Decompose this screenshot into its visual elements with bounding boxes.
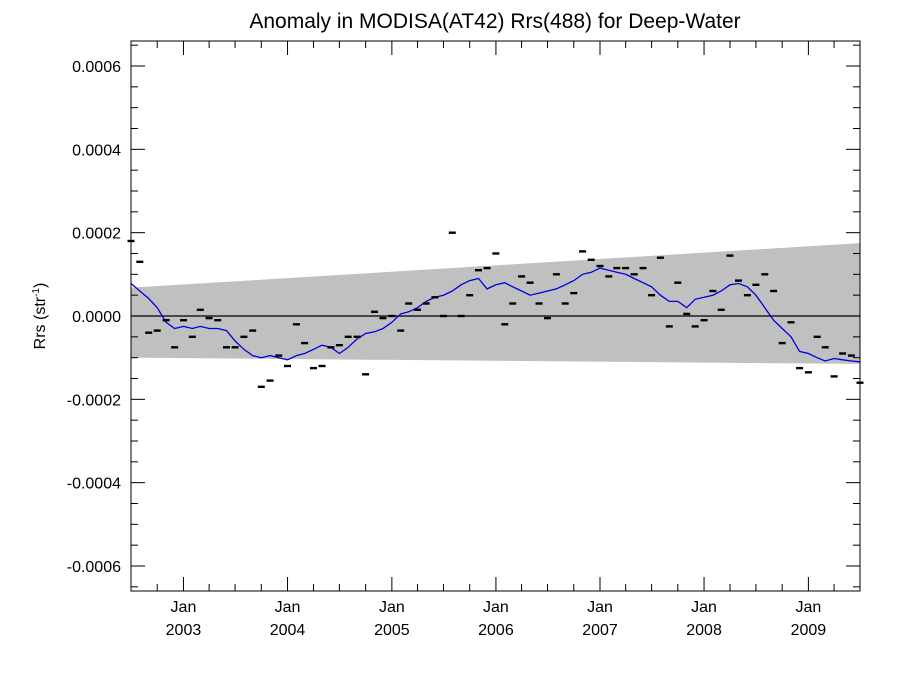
x-tick-label-month: Jan bbox=[275, 599, 301, 616]
running-mean-line bbox=[130, 267, 861, 363]
confidence-band-layer bbox=[131, 243, 860, 364]
x-tick-label-month: Jan bbox=[587, 599, 613, 616]
x-tick-label-month: Jan bbox=[379, 599, 405, 616]
y-axis-label-main: Rrs (str bbox=[32, 296, 49, 349]
x-tick-label-month: Jan bbox=[795, 599, 821, 616]
y-tick-label: -0.0006 bbox=[67, 559, 121, 576]
x-tick-label-year: 2007 bbox=[582, 622, 618, 639]
confidence-band bbox=[131, 243, 860, 364]
x-tick-label-year: 2008 bbox=[686, 622, 722, 639]
y-tick-label: 0.0004 bbox=[72, 142, 121, 159]
x-tick-label-year: 2004 bbox=[270, 622, 306, 639]
y-axis-label: Rrs (str-1) bbox=[31, 283, 49, 350]
x-tick-labels: Jan 2003 Jan 2004 Jan 2005 Jan 2006 Jan 2007 Jan 20… bbox=[166, 599, 827, 639]
y-axis-label-tail: ) bbox=[32, 283, 49, 288]
y-tick-label: -0.0004 bbox=[67, 476, 121, 493]
x-tick-label-year: 2003 bbox=[166, 622, 202, 639]
y-tick-label: 0.0000 bbox=[72, 309, 121, 326]
y-axis-label-superscript: -1 bbox=[31, 288, 42, 297]
x-tick-label-year: 2006 bbox=[478, 622, 514, 639]
x-tick-label-month: Jan bbox=[483, 599, 509, 616]
chart-title: Anomaly in MODISA(AT42) Rrs(488) for Dee… bbox=[249, 10, 740, 33]
y-tick-label: -0.0002 bbox=[67, 392, 121, 409]
x-tick-label-month: Jan bbox=[171, 599, 197, 616]
x-tick-label-year: 2009 bbox=[791, 622, 827, 639]
running-mean-layer bbox=[130, 267, 861, 363]
axes-layer bbox=[130, 40, 861, 592]
x-tick-label-month: Jan bbox=[691, 599, 717, 616]
y-tick-label: 0.0002 bbox=[72, 226, 121, 243]
x-tick-label-year: 2005 bbox=[374, 622, 410, 639]
y-tick-labels: 0.0006 0.0004 0.0002 0.0000 -0.0002 -0.0004 -0… bbox=[67, 59, 121, 576]
y-tick-label: 0.0006 bbox=[72, 59, 121, 76]
anomaly-markers-layer bbox=[127, 231, 864, 388]
